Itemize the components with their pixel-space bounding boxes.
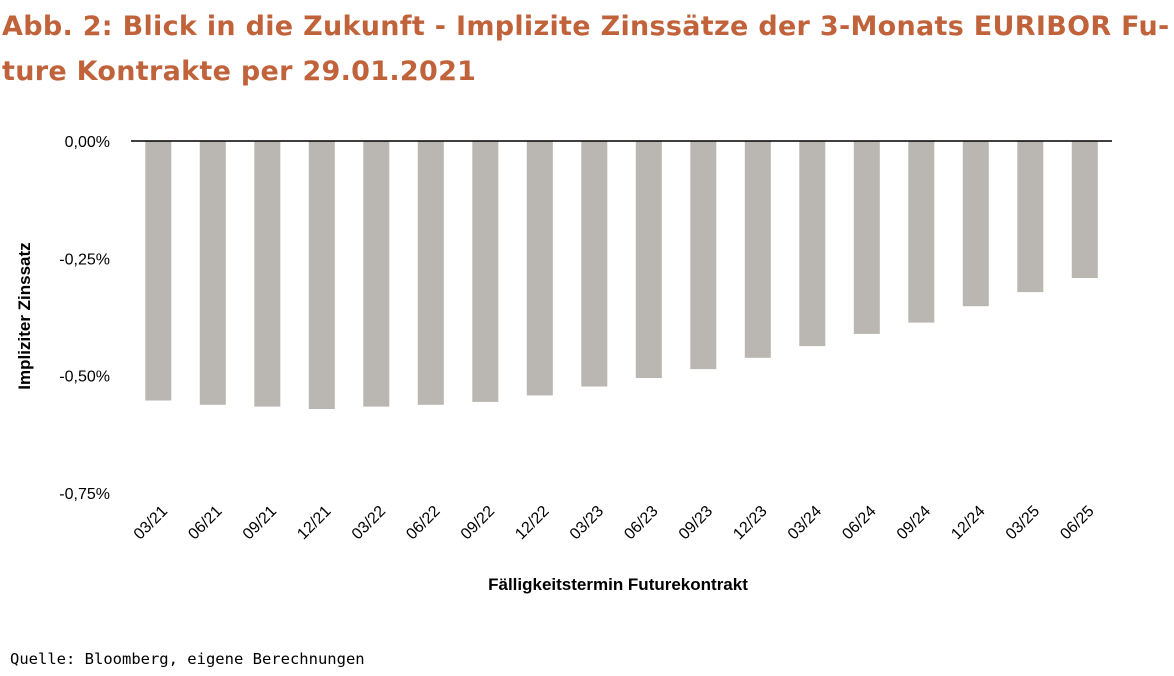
x-tick-label: 09/21: [240, 503, 280, 543]
x-tick-label: 03/25: [1003, 503, 1043, 543]
x-tick-label: 06/24: [839, 503, 879, 543]
bar-09-21: [254, 141, 281, 407]
bar-03-23: [581, 141, 608, 387]
bar-06-25: [1071, 141, 1098, 278]
x-tick-label: 12/21: [294, 503, 334, 543]
bar-06-21: [199, 141, 226, 405]
y-tick-label: -0,50%: [59, 369, 110, 386]
y-axis-ticks: 0,00% -0,25% -0,50% -0,75%: [59, 134, 110, 503]
x-tick-label: 03/22: [349, 503, 389, 543]
bar-09-24: [908, 141, 935, 323]
bar-03-21: [145, 141, 172, 401]
figure-title: Abb. 2: Blick in die Zukunft - Implizite…: [2, 4, 1170, 94]
bar-12-23: [744, 141, 771, 358]
x-tick-label: 09/24: [894, 503, 934, 543]
bar-12-22: [526, 141, 553, 396]
bar-09-23: [690, 141, 717, 370]
bar-06-22: [417, 141, 444, 405]
x-axis-label: Fälligkeitstermin Futurekontrakt: [488, 575, 748, 594]
bar-03-24: [799, 141, 826, 347]
x-tick-label: 03/24: [785, 503, 825, 543]
figure-title-line-1: Abb. 2: Blick in die Zukunft - Implizite…: [2, 11, 1170, 42]
bar-09-22: [472, 141, 499, 402]
figure-title-line-2: ture Kontrakte per 29.01.2021: [2, 56, 477, 87]
x-tick-label: 09/22: [458, 503, 498, 543]
source-note: Quelle: Bloomberg, eigene Berechnungen: [10, 650, 365, 668]
x-tick-label: 06/23: [621, 503, 661, 543]
bar-chart: 0,00% -0,25% -0,50% -0,75% 03/21 06/21 09/21 1…: [15, 134, 1112, 594]
y-tick-label: -0,25%: [59, 251, 110, 268]
y-tick-label: -0,75%: [59, 486, 110, 503]
x-tick-label: 09/23: [676, 503, 716, 543]
y-axis-label: Impliziter Zinssatz: [15, 242, 34, 389]
bar-03-22: [363, 141, 390, 407]
bars-layer: [145, 141, 1098, 409]
x-tick-label: 03/21: [131, 503, 171, 543]
x-tick-label: 03/23: [567, 503, 607, 543]
bar-03-25: [1017, 141, 1044, 293]
x-tick-label: 06/21: [185, 503, 225, 543]
bar-06-24: [853, 141, 880, 334]
bar-06-23: [635, 141, 662, 378]
y-tick-label: 0,00%: [65, 134, 110, 151]
bar-12-21: [308, 141, 335, 409]
x-tick-label: 06/25: [1057, 503, 1097, 543]
x-tick-label: 12/22: [512, 503, 552, 543]
x-tick-label: 12/24: [948, 503, 988, 543]
x-tick-label: 12/23: [730, 503, 770, 543]
x-axis-ticks: 03/21 06/21 09/21 12/21 03/22 06/22 09/22 12/22…: [131, 503, 1098, 543]
x-tick-label: 06/22: [403, 503, 443, 543]
bar-12-24: [962, 141, 989, 307]
